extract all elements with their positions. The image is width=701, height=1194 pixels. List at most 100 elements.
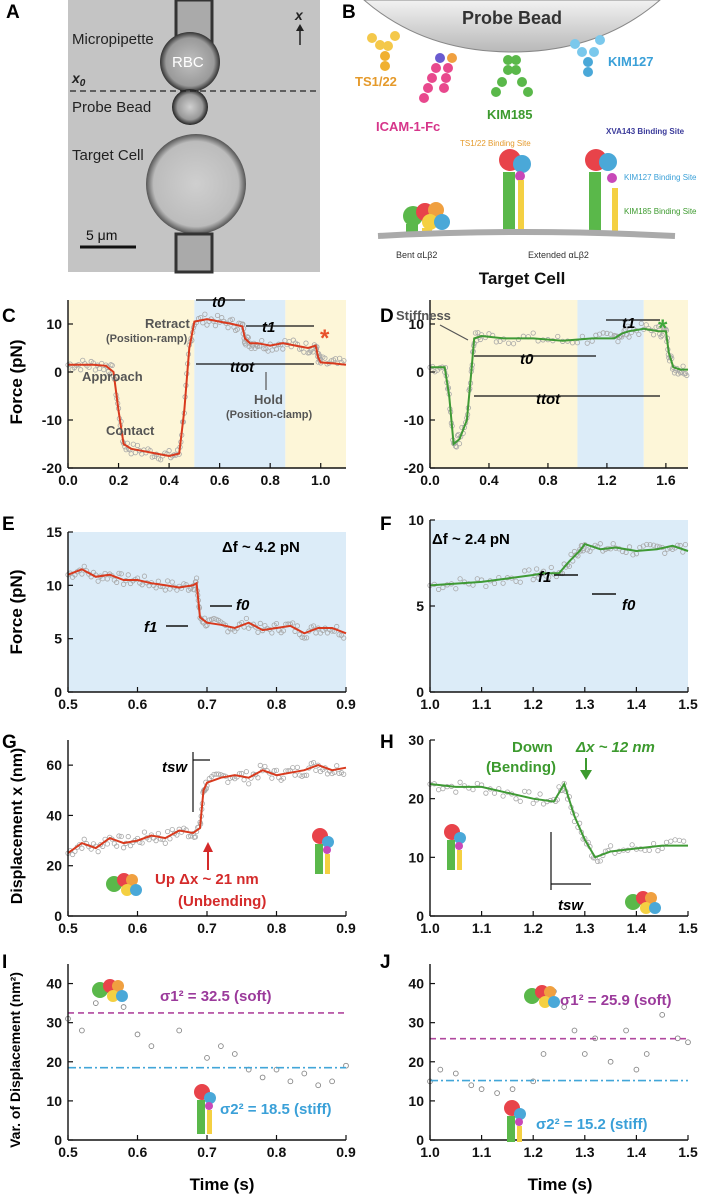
data-point bbox=[134, 1031, 141, 1038]
y-tick-label: 10 bbox=[408, 512, 424, 528]
panel-letter: B bbox=[342, 2, 356, 23]
tsw-label: tsw bbox=[162, 759, 188, 776]
t1-label: t1 bbox=[622, 315, 635, 332]
x-tick-label: 1.6 bbox=[656, 472, 676, 488]
noise-point bbox=[214, 312, 221, 319]
noise-point bbox=[530, 577, 536, 583]
panel-e: E Force (pN) 0.5 0.6 0.7 0.8 0.9 0 5 10 15 Δf ~ … bbox=[2, 514, 356, 712]
chart-plot: 0.5 0.6 0.7 0.8 0.9 0 10 20 30 40 bbox=[46, 964, 356, 1160]
noise-point bbox=[81, 836, 87, 842]
data-point bbox=[92, 1000, 99, 1006]
hold-sub-label: (Position-clamp) bbox=[226, 409, 313, 421]
noise-point bbox=[139, 582, 145, 588]
noise-point bbox=[118, 833, 124, 840]
noise-point bbox=[456, 441, 463, 447]
noise-point bbox=[219, 315, 225, 321]
noise-point bbox=[555, 333, 561, 340]
data-point bbox=[437, 1066, 444, 1073]
noise-point bbox=[672, 837, 678, 843]
x-tick-label: 0.8 bbox=[267, 920, 287, 936]
y-tick-label: 20 bbox=[408, 791, 424, 807]
noise-point bbox=[162, 840, 168, 846]
panel-letter: H bbox=[380, 732, 394, 753]
x-tick-label: 0.8 bbox=[538, 472, 558, 488]
data-point bbox=[259, 1074, 266, 1081]
noise-point bbox=[341, 635, 347, 641]
noise-point bbox=[125, 834, 131, 840]
noise-point bbox=[453, 444, 460, 450]
probe-bead-shape bbox=[363, 0, 661, 53]
x-tick-label: 0.4 bbox=[479, 472, 499, 488]
noise-point bbox=[104, 576, 110, 582]
noise-point bbox=[646, 847, 652, 853]
noise-point bbox=[95, 849, 101, 855]
noise-point bbox=[650, 840, 657, 847]
x-tick-label: 0.6 bbox=[128, 696, 148, 712]
noise-point bbox=[630, 552, 636, 558]
noise-point bbox=[610, 541, 616, 547]
x-tick-label: 1.3 bbox=[575, 696, 595, 712]
t0-label: t0 bbox=[520, 351, 534, 368]
x-tick-label: 0.5 bbox=[58, 920, 78, 936]
noise-point bbox=[294, 623, 300, 629]
y-tick-label: 30 bbox=[46, 1015, 62, 1031]
stiffness-arrow bbox=[439, 324, 469, 341]
shading-band bbox=[68, 300, 195, 468]
panel-letter: I bbox=[2, 952, 7, 973]
noise-point bbox=[682, 542, 689, 548]
noise-point bbox=[530, 800, 536, 806]
unbending-label: (Unbending) bbox=[178, 893, 266, 910]
noise-point bbox=[301, 772, 307, 778]
panel-b: B Probe Bead TS1/22 ICAM-1-Fc KIM185 KIM… bbox=[342, 0, 697, 288]
noise-point bbox=[280, 775, 287, 781]
noise-point bbox=[659, 845, 665, 852]
noise-point bbox=[334, 763, 340, 769]
kim185-antibody-icon bbox=[491, 55, 533, 97]
panel-letter: D bbox=[380, 306, 394, 327]
icam-label: ICAM-1-Fc bbox=[376, 119, 440, 134]
y-tick-label: 30 bbox=[408, 1015, 424, 1031]
kim185-site-label: KIM185 Binding Site bbox=[624, 207, 697, 216]
noise-point bbox=[440, 786, 446, 792]
noise-point bbox=[248, 345, 254, 352]
noise-point bbox=[310, 623, 317, 629]
noise-point bbox=[95, 578, 101, 584]
noise-point bbox=[474, 780, 480, 787]
y-axis-label: Var. of Displacement (nm²) bbox=[7, 972, 23, 1148]
noise-point bbox=[625, 323, 631, 329]
panel-letter: C bbox=[2, 306, 16, 327]
noise-point bbox=[517, 579, 523, 585]
noise-point bbox=[149, 454, 155, 460]
noise-point bbox=[212, 323, 219, 329]
ts122-antibody-icon bbox=[367, 31, 400, 71]
noise-point bbox=[78, 367, 84, 373]
ts122-site-label: TS1/22 Binding Site bbox=[460, 139, 531, 148]
data-point bbox=[571, 1027, 578, 1034]
noise-point bbox=[587, 548, 593, 554]
ttot-label: ttot bbox=[230, 359, 255, 376]
noise-point bbox=[211, 615, 217, 622]
data-series-line bbox=[430, 327, 688, 446]
noise-point bbox=[566, 563, 572, 569]
shading-band bbox=[68, 532, 346, 692]
extended-integrin-icon bbox=[312, 828, 334, 874]
extended-integrin-icon bbox=[499, 149, 618, 234]
y-tick-label: 5 bbox=[54, 631, 62, 647]
noise-point bbox=[169, 826, 175, 833]
noise-point bbox=[454, 433, 461, 439]
x-tick-label: 0.0 bbox=[58, 472, 78, 488]
cell-membrane bbox=[377, 229, 676, 239]
scale-bar-label: 5 μm bbox=[86, 227, 117, 243]
x-tick-label: 1.0 bbox=[420, 1144, 440, 1160]
noise-point bbox=[540, 801, 547, 807]
noise-point bbox=[202, 311, 208, 317]
noise-point bbox=[470, 786, 476, 793]
y-tick-label: 0 bbox=[54, 908, 62, 924]
y-tick-label: 40 bbox=[46, 976, 62, 992]
y-tick-label: 0 bbox=[54, 364, 62, 380]
shading-band bbox=[577, 300, 644, 468]
noise-point bbox=[269, 775, 275, 781]
noise-point bbox=[647, 542, 653, 548]
noise-point bbox=[650, 542, 657, 548]
noise-point bbox=[192, 834, 199, 840]
